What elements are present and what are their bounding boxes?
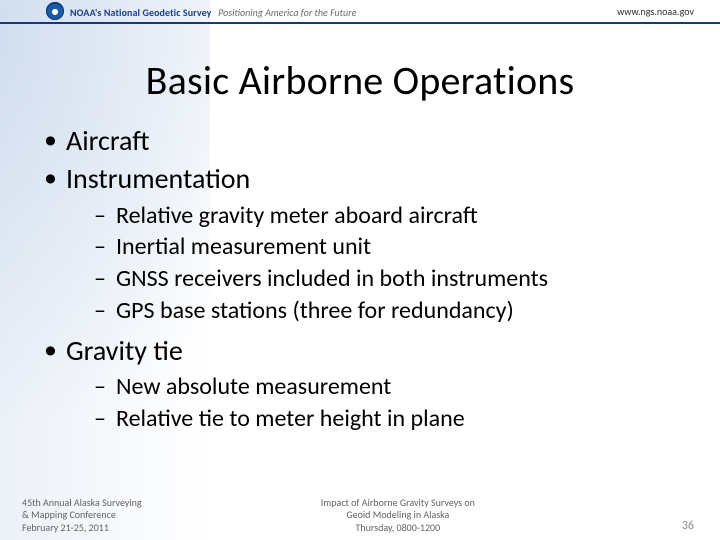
bullet-label: Gravity tie [66,333,183,368]
footer-page-number: 36 [654,519,694,534]
slide-body: Basic Airborne Operations Aircraft Instr… [0,24,720,435]
sub-bullet-label: New absolute measurement [116,372,391,401]
footer-left-line: & Mapping Conference [22,509,142,522]
bullet-item: Instrumentation Relative gravity meter a… [44,161,680,327]
footer-center-line: Thursday, 0800-1200 [142,522,654,535]
sub-bullet-item: GPS base stations (three for redundancy) [94,296,680,327]
header-org: NOAA's National Geodetic Survey Position… [70,2,356,21]
header-bar: NOAA's National Geodetic Survey Position… [0,0,720,24]
footer-left: 45th Annual Alaska Surveying & Mapping C… [22,497,142,535]
bullet-list: Aircraft Instrumentation Relative gravit… [44,123,680,435]
sub-bullet-list: New absolute measurement Relative tie to… [94,372,680,434]
header-left: NOAA's National Geodetic Survey Position… [46,2,356,21]
sub-bullet-label: Relative gravity meter aboard aircraft [116,201,478,230]
sub-bullet-list: Relative gravity meter aboard aircraft I… [94,201,680,327]
header-org-tagline: Positioning America for the Future [218,6,356,19]
slide-footer: 45th Annual Alaska Surveying & Mapping C… [0,497,720,535]
bullet-item: Gravity tie New absolute measurement Rel… [44,333,680,435]
sub-bullet-item: Inertial measurement unit [94,232,680,263]
sub-bullet-label: Inertial measurement unit [116,232,371,261]
footer-left-line: February 21-25, 2011 [22,522,142,535]
noaa-logo-icon [46,2,64,20]
bullet-item: Aircraft [44,123,680,159]
footer-center: Impact of Airborne Gravity Surveys on Ge… [142,497,654,535]
bullet-label: Instrumentation [66,161,250,196]
header-url: www.ngs.noaa.gov [617,5,694,18]
sub-bullet-label: GPS base stations (three for redundancy) [116,296,514,325]
sub-bullet-item: GNSS receivers included in both instrume… [94,264,680,295]
sub-bullet-label: GNSS receivers included in both instrume… [116,264,548,293]
sub-bullet-item: Relative gravity meter aboard aircraft [94,201,680,232]
footer-center-line: Geoid Modeling in Alaska [142,509,654,522]
slide-title: Basic Airborne Operations [40,56,680,105]
sub-bullet-item: Relative tie to meter height in plane [94,404,680,435]
sub-bullet-label: Relative tie to meter height in plane [116,404,465,433]
sub-bullet-item: New absolute measurement [94,372,680,403]
bullet-label: Aircraft [66,123,150,158]
header-org-bold: NOAA's National Geodetic Survey [70,6,212,19]
